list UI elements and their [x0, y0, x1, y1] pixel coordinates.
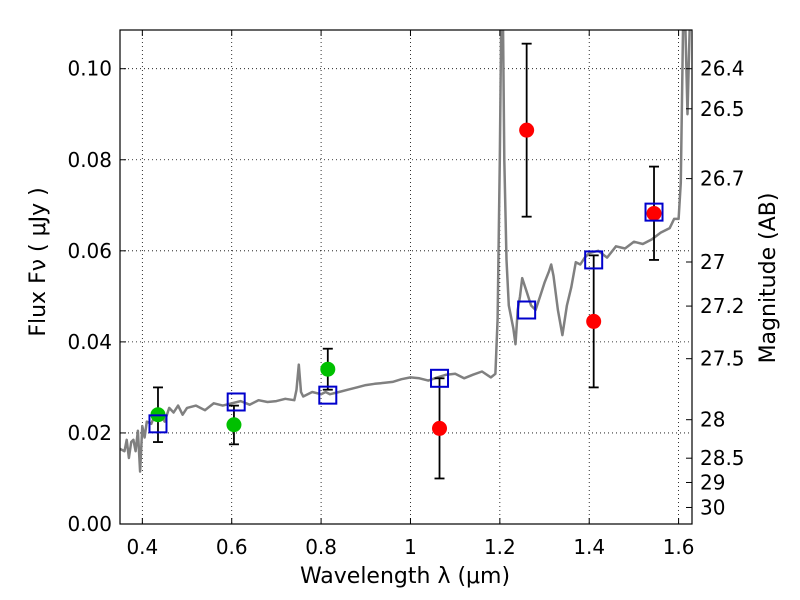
y-tick-label: 0.06 [67, 239, 112, 263]
data-points [150, 122, 662, 436]
x-tick-label: 1.4 [573, 535, 605, 559]
model-box [318, 385, 338, 405]
y-axis-right-label: Magnitude (AB) [756, 193, 781, 364]
model-points [148, 202, 664, 434]
spectrum-layer [120, 30, 691, 473]
y-tick-label: 0.00 [67, 512, 112, 536]
plot-frame [119, 29, 693, 525]
y-tick-label: 0.02 [67, 421, 112, 445]
mag-tick-label: 26.7 [700, 167, 745, 191]
model-box [226, 392, 246, 412]
red-data-point [646, 205, 662, 221]
x-tick-label: 1 [404, 535, 417, 559]
red-data-point [519, 122, 535, 138]
red-data-point [586, 313, 602, 329]
mag-tick-label: 29 [700, 470, 725, 494]
mag-tick-label: 26.5 [700, 97, 745, 121]
x-tick-label: 1.2 [484, 535, 516, 559]
x-tick-label: 0.8 [305, 535, 337, 559]
model-box [517, 300, 537, 320]
x-tick-label: 1.6 [663, 535, 695, 559]
mag-tick-label: 30 [700, 495, 725, 519]
mag-tick-label: 28 [700, 408, 725, 432]
y-axis-label: Flux Fν ( μJy ) [26, 187, 51, 336]
model-box [430, 368, 450, 388]
mag-tick-label: 27.5 [700, 347, 745, 371]
model-box [148, 414, 168, 434]
x-tick-label: 0.6 [216, 535, 248, 559]
spectrum-line [120, 30, 691, 473]
grid-lines [120, 30, 692, 525]
mag-tick-label: 27.2 [700, 294, 745, 318]
red-data-point [432, 420, 448, 436]
mag-tick-label: 27 [700, 250, 725, 274]
green-data-point [226, 417, 242, 433]
x-tick-label: 0.4 [126, 535, 158, 559]
axes: 0.4 0.6 0.8 1 1.2 1.4 1.6 0.00 0.02 0.04 0.06 0.08 0… [67, 30, 745, 559]
model-box [644, 202, 664, 222]
y-tick-label: 0.04 [67, 330, 112, 354]
green-data-point [320, 361, 336, 377]
y-tick-label: 0.10 [67, 57, 112, 81]
mag-tick-label: 26.4 [700, 57, 745, 81]
mag-tick-label: 28.5 [700, 446, 745, 470]
y-tick-label: 0.08 [67, 148, 112, 172]
x-axis-label: Wavelength λ (μm) [300, 564, 510, 589]
model-box [584, 250, 604, 270]
